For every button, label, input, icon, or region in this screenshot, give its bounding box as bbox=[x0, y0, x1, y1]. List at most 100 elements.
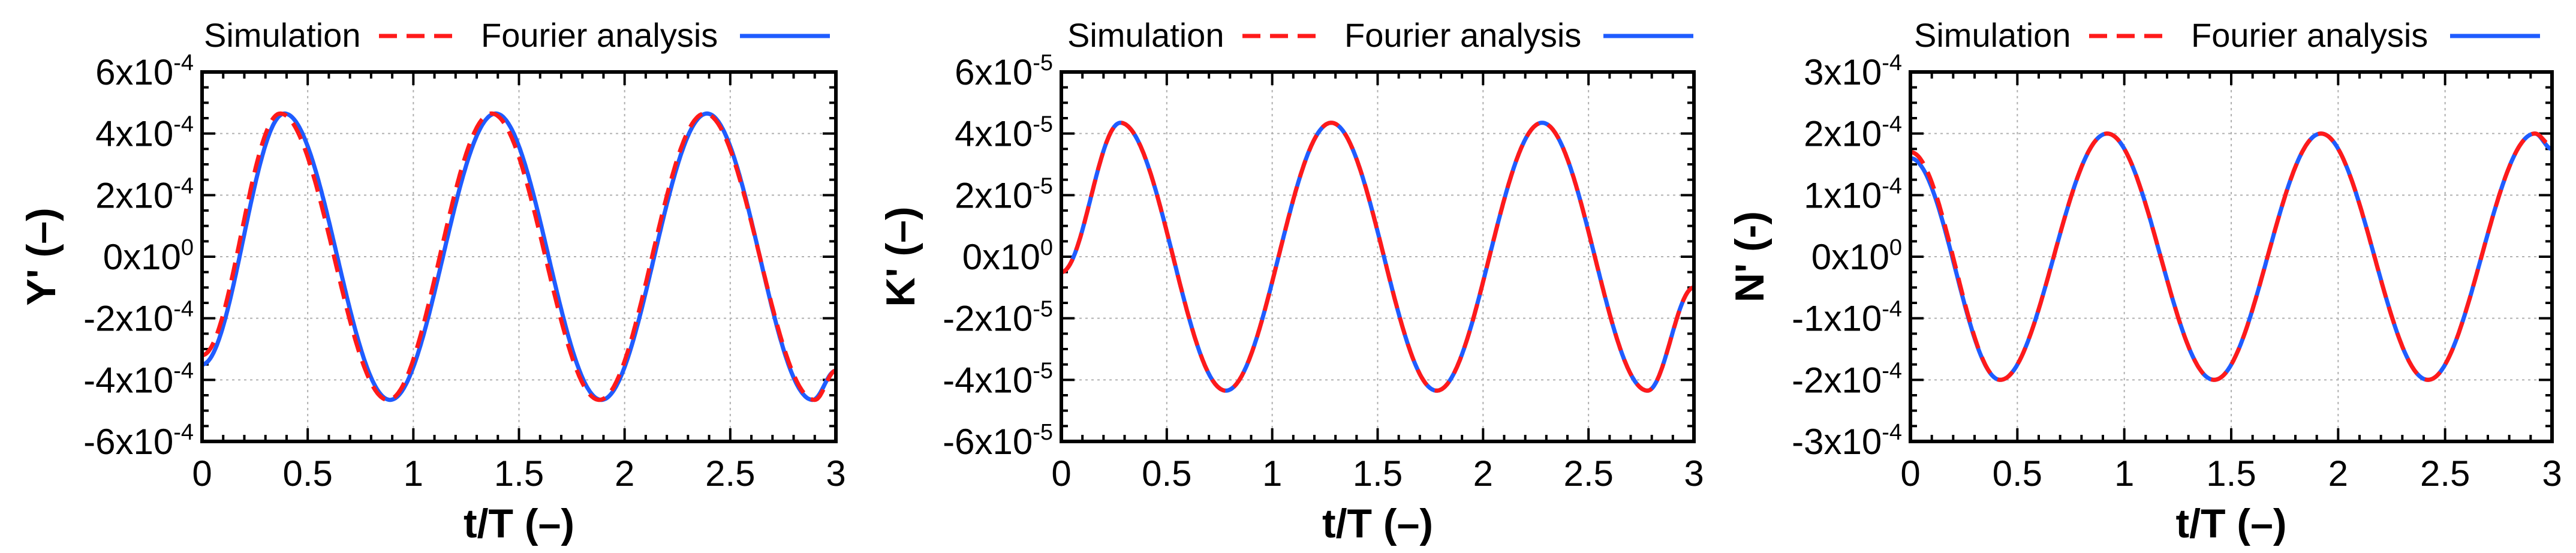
y-tick-label: 4x10-4 bbox=[95, 112, 194, 154]
x-tick-label: 3 bbox=[2542, 453, 2562, 494]
y-axis-title: Y' (–) bbox=[19, 208, 64, 306]
legend-label-fourier: Fourier analysis bbox=[1344, 16, 1581, 54]
y-tick-label: -3x10-4 bbox=[1792, 420, 1902, 462]
chart-panel-3: 0 0.5 1 1.5 2 2.5 33x10-42x10-41x10-40x100-1x1… bbox=[1727, 16, 2562, 546]
y-tick-mantissa: -1x10 bbox=[1792, 299, 1882, 339]
legend-label-simulation: Simulation bbox=[1067, 16, 1224, 54]
x-tick-label: 1 bbox=[404, 453, 423, 494]
y-tick-mantissa: 4x10 bbox=[95, 114, 173, 154]
x-tick-label: 0 bbox=[1051, 453, 1071, 494]
chart-panel-1: 0 0.5 1 1.5 2 2.5 36x10-44x10-42x10-40x100-2x1… bbox=[19, 16, 846, 546]
y-tick-mantissa: 6x10 bbox=[955, 52, 1033, 92]
y-tick-exponent: -4 bbox=[173, 112, 194, 137]
y-tick-label: -2x10-4 bbox=[83, 297, 194, 339]
y-tick-exponent: -4 bbox=[173, 358, 194, 383]
x-tick-label: 2 bbox=[1473, 453, 1493, 494]
y-tick-mantissa: -3x10 bbox=[1792, 422, 1882, 462]
plot-frame bbox=[1060, 70, 1696, 443]
y-tick-label: 6x10-4 bbox=[95, 50, 194, 92]
legend: Simulation Fourier analysis bbox=[1914, 16, 2540, 54]
x-axis-title: t/T (–) bbox=[2175, 501, 2286, 546]
x-tick-label: 0 bbox=[192, 453, 212, 494]
y-tick-exponent: -5 bbox=[1033, 420, 1053, 445]
y-tick-exponent: 0 bbox=[181, 235, 194, 260]
y-tick-exponent: -5 bbox=[1033, 297, 1053, 322]
y-tick-exponent: -4 bbox=[1882, 112, 1902, 137]
series-simulation-line bbox=[1061, 121, 1694, 393]
y-tick-exponent: -4 bbox=[1882, 358, 1902, 383]
y-tick-label: 2x10-5 bbox=[955, 173, 1053, 215]
legend: Simulation Fourier analysis bbox=[1067, 16, 1693, 54]
y-tick-mantissa: -2x10 bbox=[943, 299, 1033, 339]
x-tick-label: 1 bbox=[2114, 453, 2134, 494]
y-tick-mantissa: 0x10 bbox=[1811, 237, 1889, 277]
plot-area bbox=[202, 111, 836, 402]
plot-frame bbox=[1909, 70, 2554, 443]
y-tick-label: 4x10-5 bbox=[955, 112, 1053, 154]
y-tick-label: -2x10-5 bbox=[943, 297, 1053, 339]
y-tick-mantissa: 4x10 bbox=[955, 114, 1033, 154]
x-tick-label: 2 bbox=[615, 453, 634, 494]
y-tick-label: -2x10-4 bbox=[1792, 358, 1902, 400]
x-axis-title: t/T (–) bbox=[1322, 501, 1433, 546]
x-tick-label: 0 bbox=[1900, 453, 1920, 494]
y-tick-exponent: -5 bbox=[1033, 112, 1053, 137]
y-tick-label: 1x10-4 bbox=[1804, 173, 1902, 215]
x-tick-label: 2.5 bbox=[705, 453, 755, 494]
x-tick-label: 3 bbox=[1684, 453, 1704, 494]
y-tick-label: 0x100 bbox=[962, 235, 1053, 277]
x-tick-label: 0.5 bbox=[1142, 453, 1191, 494]
y-tick-exponent: -4 bbox=[173, 297, 194, 322]
y-tick-mantissa: -2x10 bbox=[1792, 360, 1882, 400]
x-tick-label: 1.5 bbox=[2206, 453, 2256, 494]
y-tick-exponent: -4 bbox=[173, 50, 194, 76]
legend-label-fourier: Fourier analysis bbox=[2191, 16, 2428, 54]
y-tick-exponent: -5 bbox=[1033, 173, 1053, 199]
y-tick-label: 0x100 bbox=[103, 235, 194, 277]
y-tick-exponent: -4 bbox=[1882, 173, 1902, 199]
x-tick-label: 2.5 bbox=[2420, 453, 2470, 494]
y-tick-exponent: -4 bbox=[173, 420, 194, 445]
y-tick-exponent: -5 bbox=[1033, 50, 1053, 76]
x-tick-label: 1.5 bbox=[1353, 453, 1403, 494]
y-tick-mantissa: 3x10 bbox=[1804, 52, 1882, 92]
y-tick-label: 0x100 bbox=[1811, 235, 1902, 277]
y-tick-mantissa: 2x10 bbox=[1804, 114, 1882, 154]
y-tick-mantissa: 2x10 bbox=[955, 175, 1033, 215]
y-tick-label: -4x10-5 bbox=[943, 358, 1053, 400]
y-axis-title: K' (–) bbox=[878, 206, 923, 306]
y-tick-mantissa: 2x10 bbox=[95, 175, 173, 215]
y-axis-title: N' (-) bbox=[1727, 211, 1772, 302]
y-tick-mantissa: 6x10 bbox=[95, 52, 173, 92]
y-tick-exponent: 0 bbox=[1889, 235, 1902, 260]
x-tick-label: 1 bbox=[1262, 453, 1282, 494]
y-tick-mantissa: -6x10 bbox=[943, 422, 1033, 462]
y-tick-mantissa: 0x10 bbox=[103, 237, 181, 277]
legend-label-simulation: Simulation bbox=[1914, 16, 2071, 54]
x-tick-label: 0.5 bbox=[1993, 453, 2042, 494]
x-tick-label: 2.5 bbox=[1563, 453, 1613, 494]
y-tick-label: 3x10-4 bbox=[1804, 50, 1902, 92]
y-tick-mantissa: -6x10 bbox=[83, 422, 173, 462]
y-tick-exponent: -4 bbox=[1882, 297, 1902, 322]
y-tick-mantissa: 1x10 bbox=[1804, 175, 1882, 215]
y-tick-label: -6x10-4 bbox=[83, 420, 194, 462]
y-tick-label: 6x10-5 bbox=[955, 50, 1053, 92]
x-tick-label: 1.5 bbox=[494, 453, 544, 494]
plot-area bbox=[1910, 131, 2552, 382]
legend-label-fourier: Fourier analysis bbox=[481, 16, 718, 54]
y-tick-label: 2x10-4 bbox=[1804, 112, 1902, 154]
y-tick-mantissa: -4x10 bbox=[83, 360, 173, 400]
y-tick-exponent: -5 bbox=[1033, 358, 1053, 383]
x-tick-label: 0.5 bbox=[282, 453, 332, 494]
y-tick-exponent: -4 bbox=[173, 173, 194, 199]
plot-area bbox=[1061, 121, 1694, 393]
y-tick-exponent: 0 bbox=[1040, 235, 1053, 260]
legend: Simulation Fourier analysis bbox=[204, 16, 830, 54]
y-tick-mantissa: -2x10 bbox=[83, 299, 173, 339]
x-tick-label: 2 bbox=[2328, 453, 2348, 494]
y-tick-label: -6x10-5 bbox=[943, 420, 1053, 462]
chart-panel-2: 0 0.5 1 1.5 2 2.5 36x10-54x10-52x10-50x100-2x1… bbox=[878, 16, 1704, 546]
plot-frame bbox=[200, 70, 838, 443]
